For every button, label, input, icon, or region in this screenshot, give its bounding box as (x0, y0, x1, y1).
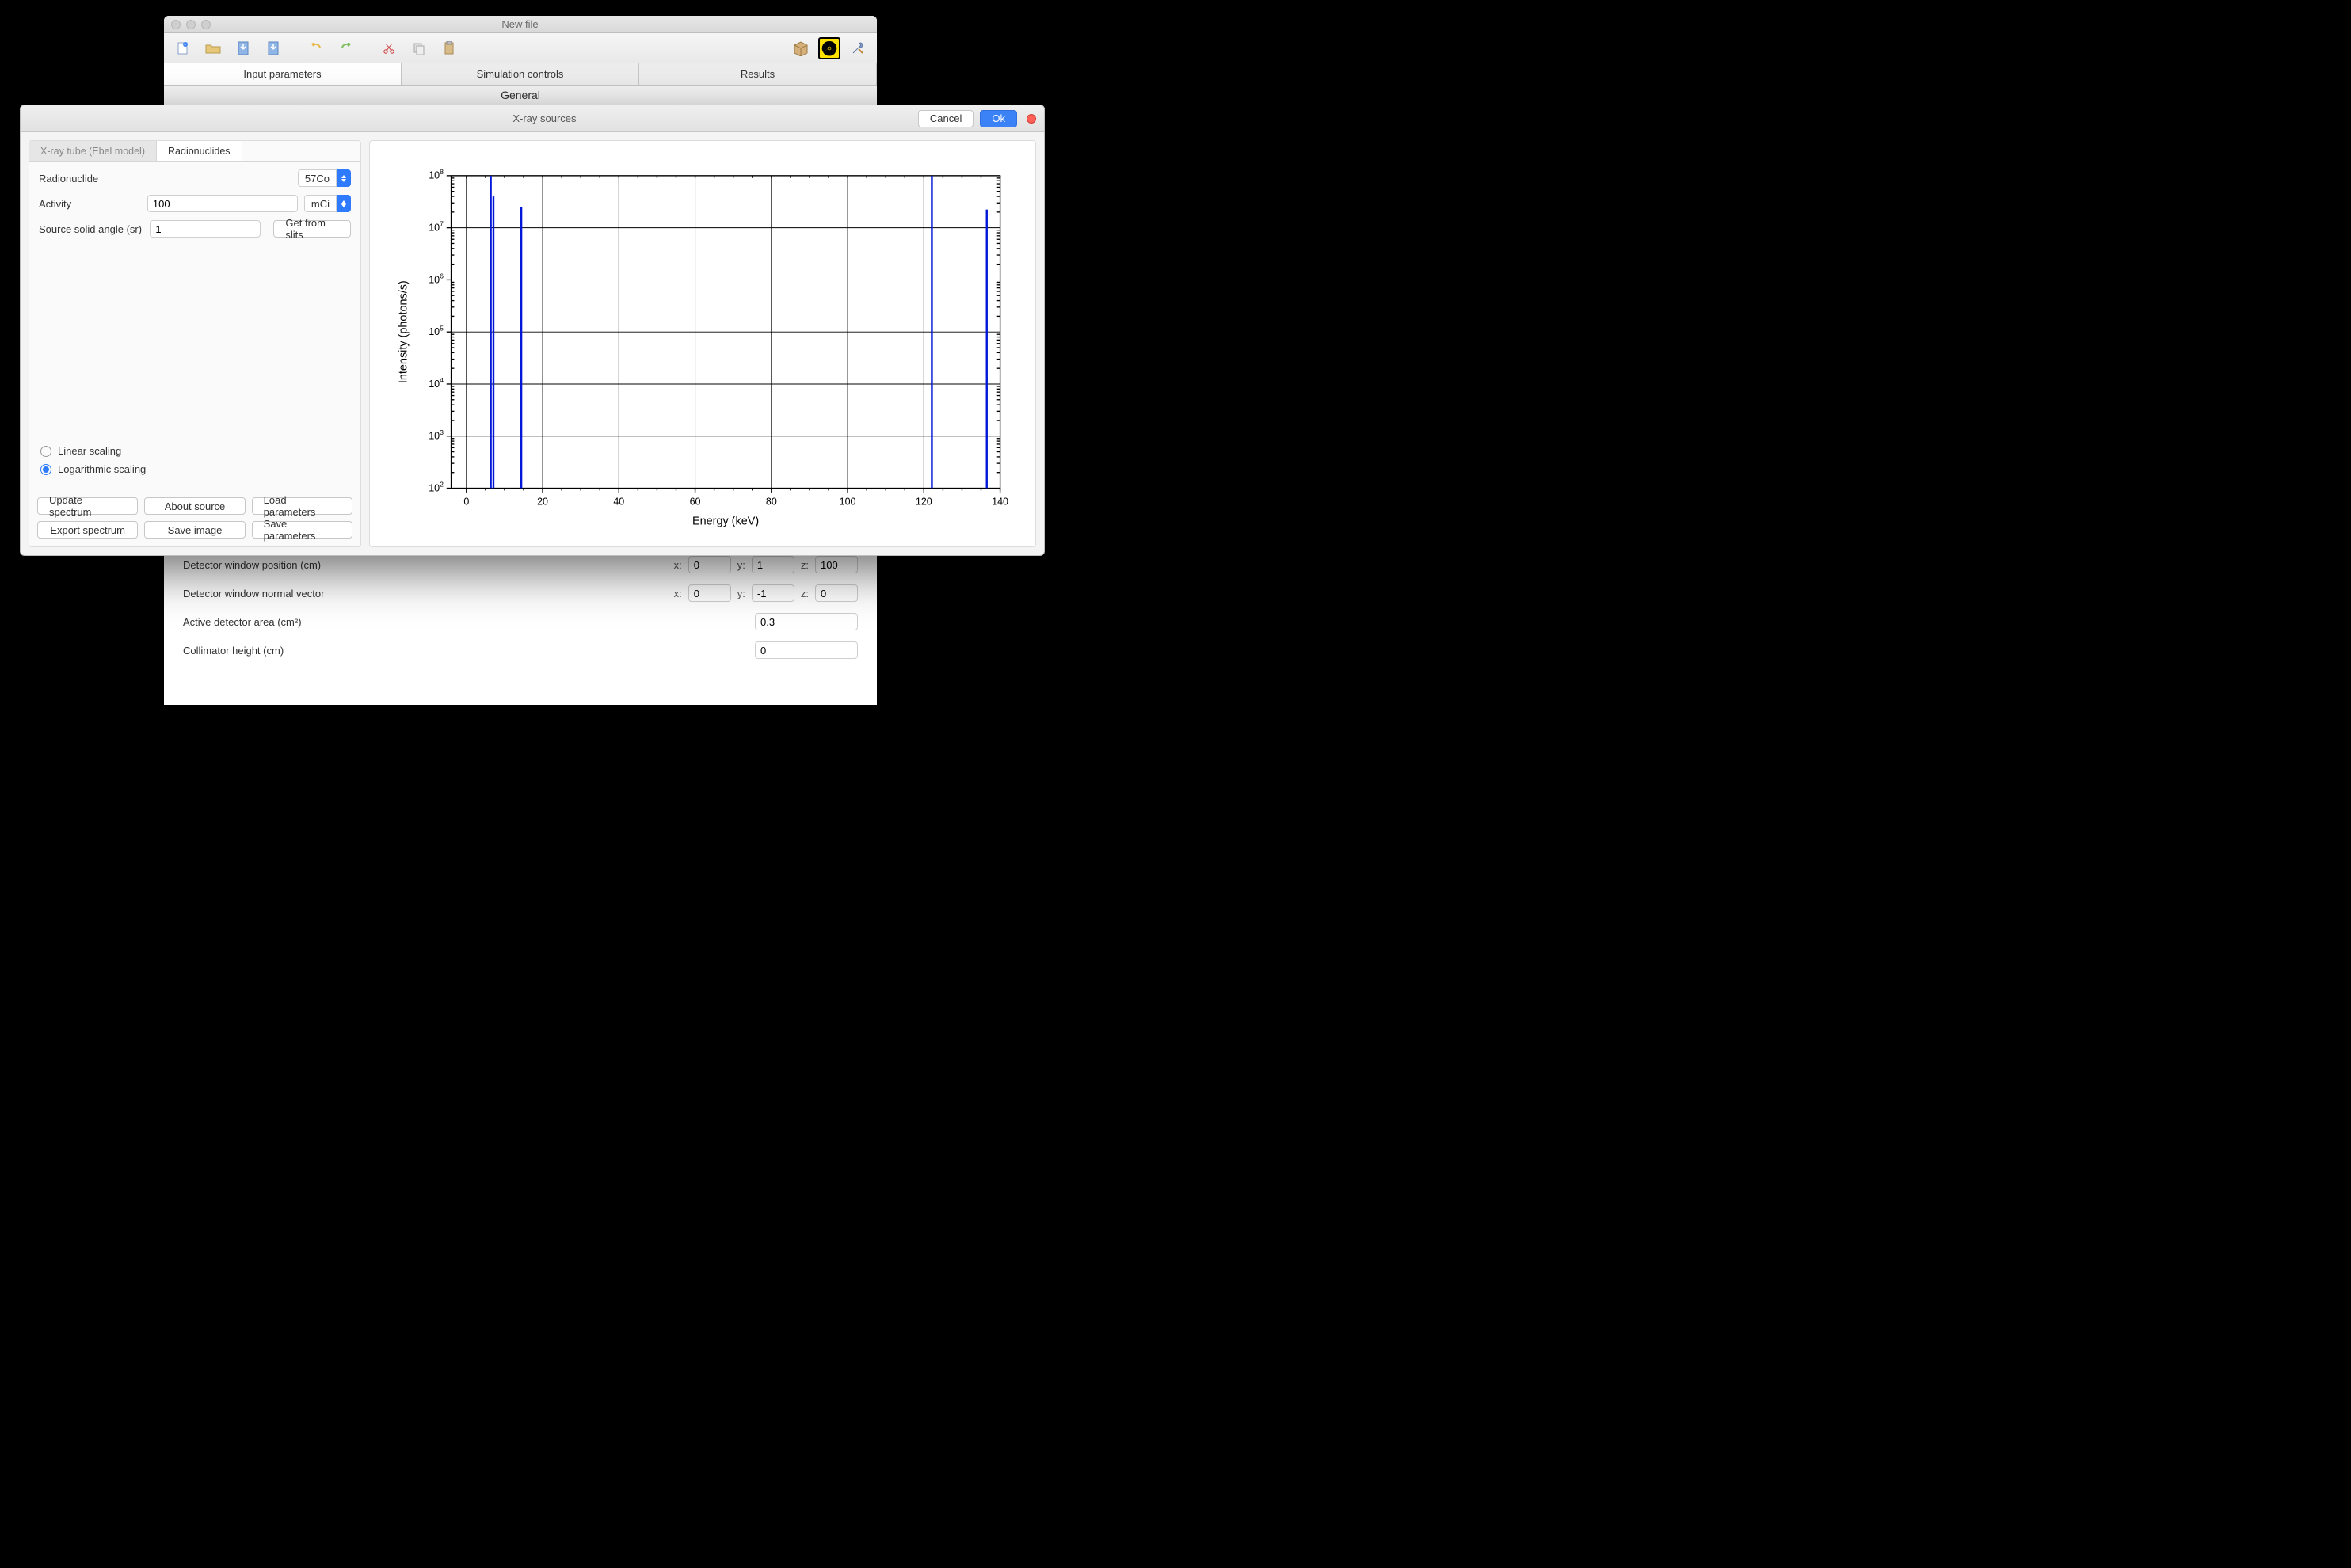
det-pos-z-input[interactable] (815, 556, 858, 573)
open-folder-icon[interactable] (200, 37, 226, 59)
update-spectrum-button[interactable]: Update spectrum (37, 497, 138, 515)
close-dialog-icon[interactable] (1027, 114, 1036, 124)
tools-icon[interactable] (845, 37, 871, 59)
det-norm-x-input[interactable] (688, 584, 731, 602)
label-detector-normal: Detector window normal vector (183, 588, 405, 599)
tab-input-parameters[interactable]: Input parameters (164, 63, 402, 85)
download-icon[interactable] (231, 37, 256, 59)
subtab-xray-tube[interactable]: X-ray tube (Ebel model) (29, 141, 157, 161)
radio-linear[interactable]: Linear scaling (40, 445, 349, 457)
window-title: New file (211, 18, 829, 30)
svg-text:140: 140 (992, 497, 1008, 508)
form-area: Radionuclide 57Co Activity mCi (29, 162, 360, 253)
solid-angle-input[interactable] (150, 220, 261, 238)
label-activity: Activity (39, 198, 141, 210)
svg-text:20: 20 (537, 497, 548, 508)
axis-z-label: z: (801, 559, 809, 571)
activity-input[interactable] (147, 195, 298, 212)
box-icon[interactable] (788, 37, 814, 59)
label-detector-area: Active detector area (cm²) (183, 616, 405, 628)
export-spectrum-button[interactable]: Export spectrum (37, 521, 138, 539)
svg-text:Intensity (photons/s): Intensity (photons/s) (398, 281, 410, 384)
radio-icon (40, 464, 51, 475)
svg-text:0: 0 (463, 497, 469, 508)
zoom-window-icon[interactable] (201, 20, 211, 29)
save-image-button[interactable]: Save image (144, 521, 245, 539)
label-linear: Linear scaling (58, 445, 121, 457)
radio-icon (40, 446, 51, 457)
save-parameters-button[interactable]: Save parameters (252, 521, 352, 539)
traffic-lights (164, 20, 211, 29)
close-window-icon[interactable] (171, 20, 181, 29)
row-collimator-height: Collimator height (cm) (183, 641, 858, 659)
spectrum-chart: 0 20 40 60 80 100 120 140 102 103 104 105 106 107 108 E… (369, 140, 1036, 547)
dialog-title: X-ray sources (171, 112, 918, 124)
about-source-button[interactable]: About source (144, 497, 245, 515)
cut-icon[interactable] (376, 37, 402, 59)
det-pos-y-input[interactable] (752, 556, 794, 573)
copy-icon[interactable] (406, 37, 432, 59)
svg-text:107: 107 (429, 220, 444, 234)
svg-text:105: 105 (429, 325, 444, 338)
activity-unit-select[interactable]: mCi (304, 195, 351, 212)
svg-text:103: 103 (429, 428, 444, 442)
cancel-button[interactable]: Cancel (918, 110, 974, 127)
main-tabs: Input parameters Simulation controls Res… (164, 63, 877, 86)
titlebar: New file (164, 16, 877, 33)
subtab-radionuclides[interactable]: Radionuclides (157, 141, 242, 161)
row-detector-normal: Detector window normal vector x: y: z: (183, 584, 858, 602)
label-detector-position: Detector window position (cm) (183, 559, 405, 571)
chevron-updown-icon (337, 195, 351, 212)
det-area-input[interactable] (755, 613, 858, 630)
det-norm-y-input[interactable] (752, 584, 794, 602)
label-solid-angle: Source solid angle (sr) (39, 223, 143, 235)
svg-text:80: 80 (766, 497, 777, 508)
svg-text:102: 102 (429, 481, 444, 494)
label-radionuclide: Radionuclide (39, 173, 158, 185)
svg-text:106: 106 (429, 272, 444, 286)
scaling-radios: Linear scaling Logarithmic scaling (29, 431, 360, 489)
minimize-window-icon[interactable] (186, 20, 196, 29)
axis-y-label: y: (737, 559, 745, 571)
radionuclide-value: 57Co (298, 169, 337, 187)
label-log: Logarithmic scaling (58, 463, 146, 475)
section-general: General (164, 86, 877, 105)
radionuclide-select[interactable]: 57Co (298, 169, 351, 187)
svg-text:60: 60 (689, 497, 700, 508)
radio-log[interactable]: Logarithmic scaling (40, 463, 349, 475)
toolbar: + (164, 33, 877, 63)
radiation-icon[interactable] (818, 37, 840, 59)
left-panel: X-ray tube (Ebel model) Radionuclides Ra… (29, 140, 361, 547)
new-doc-icon[interactable]: + (170, 37, 196, 59)
svg-text:+: + (184, 42, 186, 47)
row-detector-area: Active detector area (cm²) (183, 613, 858, 630)
redo-icon[interactable] (333, 37, 359, 59)
activity-unit-value: mCi (304, 195, 337, 212)
ok-button[interactable]: Ok (980, 110, 1017, 127)
svg-text:100: 100 (839, 497, 855, 508)
tab-results[interactable]: Results (639, 63, 877, 85)
svg-text:104: 104 (429, 376, 444, 390)
svg-text:40: 40 (613, 497, 624, 508)
undo-icon[interactable] (303, 37, 329, 59)
tab-simulation-controls[interactable]: Simulation controls (402, 63, 639, 85)
chevron-updown-icon (337, 169, 351, 187)
det-pos-x-input[interactable] (688, 556, 731, 573)
get-from-slits-button[interactable]: Get from slits (273, 220, 351, 238)
xray-sources-dialog: X-ray sources Cancel Ok X-ray tube (Ebel… (20, 105, 1045, 556)
load-parameters-button[interactable]: Load parameters (252, 497, 352, 515)
action-buttons: Update spectrum About source Load parame… (29, 489, 360, 546)
det-norm-z-input[interactable] (815, 584, 858, 602)
svg-text:108: 108 (429, 168, 444, 181)
svg-text:Energy (keV): Energy (keV) (692, 516, 759, 528)
subtabs: X-ray tube (Ebel model) Radionuclides (29, 141, 360, 162)
row-detector-position: Detector window position (cm) x: y: z: (183, 556, 858, 573)
download-alt-icon[interactable] (261, 37, 286, 59)
dialog-titlebar: X-ray sources Cancel Ok (21, 105, 1044, 132)
label-collimator-height: Collimator height (cm) (183, 645, 405, 657)
coll-h-input[interactable] (755, 641, 858, 659)
axis-x-label: x: (674, 559, 682, 571)
paste-icon[interactable] (436, 37, 462, 59)
svg-text:120: 120 (916, 497, 932, 508)
